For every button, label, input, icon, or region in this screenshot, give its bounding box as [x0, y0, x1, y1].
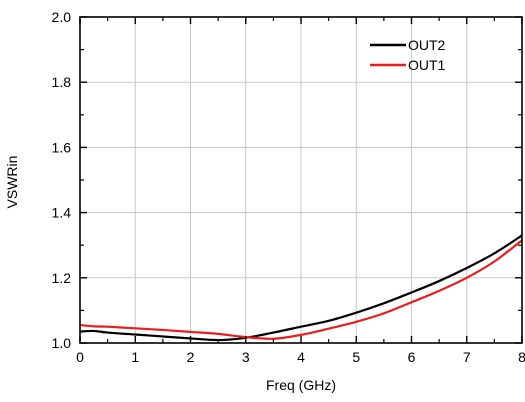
y-axis-label: VSWRin	[4, 156, 20, 209]
legend: OUT2 OUT1	[370, 37, 446, 73]
x-tick-label: 4	[297, 349, 305, 365]
x-tick-label: 7	[463, 349, 471, 365]
grid-lines	[80, 17, 522, 343]
series-lines	[79, 234, 523, 342]
series-line-out1	[79, 239, 523, 340]
y-tick-label: 1.0	[52, 335, 72, 351]
y-tick-label: 1.4	[52, 205, 72, 221]
legend-label-out1: OUT1	[408, 57, 446, 73]
axis-ticks: 0 1 2 3 4 5 6 7 8 1.0 1.2 1.4 1.6 1.8 2.0	[52, 9, 525, 365]
legend-label-out2: OUT2	[408, 37, 446, 53]
x-tick-label: 2	[187, 349, 195, 365]
y-tick-label: 1.6	[52, 139, 72, 155]
x-tick-label: 0	[76, 349, 84, 365]
y-tick-label: 2.0	[52, 9, 72, 25]
y-tick-label: 1.8	[52, 74, 72, 90]
x-tick-label: 5	[352, 349, 360, 365]
y-tick-label: 1.2	[52, 270, 72, 286]
x-tick-label: 1	[131, 349, 139, 365]
x-tick-label: 3	[242, 349, 250, 365]
series-line-out2	[79, 234, 523, 342]
x-tick-label: 6	[408, 349, 416, 365]
x-tick-label: 8	[518, 349, 525, 365]
x-axis-label: Freq (GHz)	[266, 377, 336, 393]
